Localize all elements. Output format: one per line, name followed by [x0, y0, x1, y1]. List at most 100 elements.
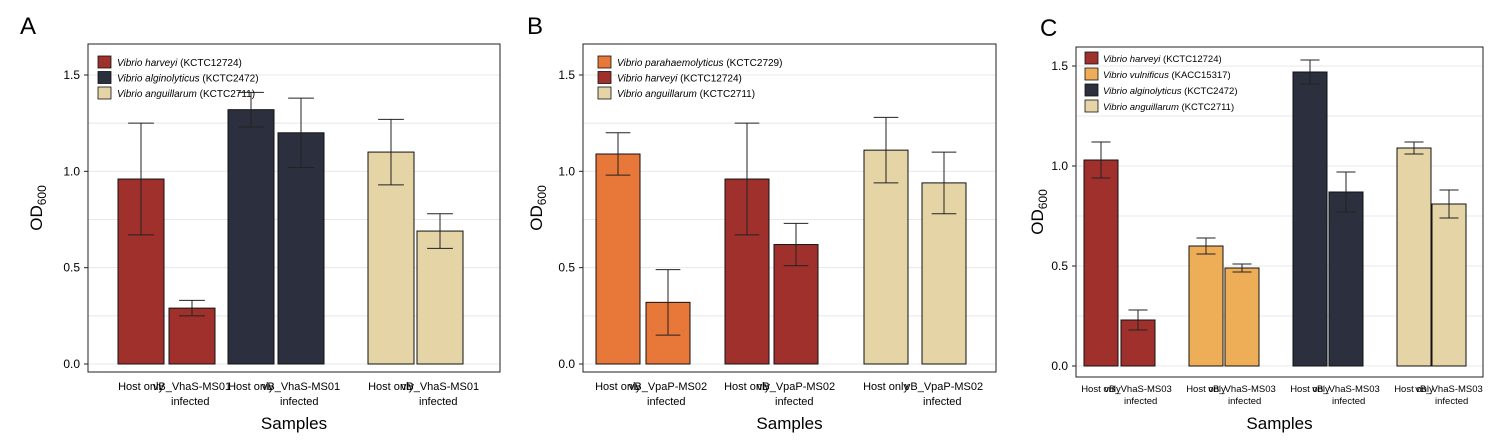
legend-species: Vibrio harveyi	[617, 74, 678, 85]
bar	[1396, 147, 1432, 367]
bar	[416, 230, 464, 365]
legend-species: Vibrio harveyi	[1103, 54, 1161, 65]
plot-frame	[582, 43, 997, 373]
legend-entry: Vibrio harveyi (KCTC12724)	[1103, 54, 1222, 65]
legend-entry: Vibrio anguillarum (KCTC2711)	[117, 89, 255, 100]
y-tick-label: 0.0	[558, 357, 575, 371]
y-tick-label: 0.5	[1051, 259, 1068, 273]
y-tick-label: 0.0	[1051, 359, 1068, 373]
legend-species: Vibrio anguillarum	[117, 89, 197, 100]
legend-species: Vibrio harveyi	[117, 58, 178, 69]
y-tick-label: 1.5	[1051, 59, 1068, 73]
x-tick-label-line2: infected	[923, 396, 962, 408]
legend-swatch	[97, 55, 112, 69]
y-axis-label-sub: 600	[1036, 189, 1050, 209]
legend-entry: Vibrio parahaemolyticus (KCTC2729)	[617, 58, 782, 69]
plot-frame	[87, 43, 501, 373]
legend-strain: (KCTC2472)	[200, 74, 259, 85]
legend: Vibrio parahaemolyticus (KCTC2729)Vibrio…	[597, 55, 782, 100]
bar	[1224, 267, 1260, 367]
y-tick-label: 1.0	[63, 164, 80, 178]
x-tick-label: vB_VhaS-MS03	[1208, 384, 1276, 395]
y-axis-label: OD600	[27, 185, 49, 231]
y-tick-label: 1.5	[558, 68, 575, 82]
y-tick-label: 0.0	[63, 357, 80, 371]
x-tick-label-line2: infected	[1435, 396, 1468, 407]
legend-entry: Vibrio anguillarum (KCTC2711)	[1103, 102, 1234, 113]
legend-strain: (KCTC12724)	[677, 74, 741, 85]
legend-entry: Vibrio anguillarum (KCTC2711)	[617, 89, 755, 100]
x-tick-label: Host only	[228, 381, 274, 393]
x-tick-label-line2: infected	[1332, 396, 1365, 407]
bar	[168, 307, 216, 365]
y-axis-label-main: OD	[27, 205, 46, 231]
x-axis-label: Samples	[756, 414, 822, 433]
legend-entry: Vibrio harveyi (KCTC12724)	[117, 58, 242, 69]
x-tick-label: vB_VpaP-MS02	[905, 381, 983, 393]
x-tick-label: Host only	[724, 381, 770, 393]
y-axis-label-main: OD	[527, 205, 546, 231]
x-tick-label-line2: infected	[647, 396, 686, 408]
legend-species: Vibrio alginolyticus	[1103, 86, 1182, 97]
y-axis-label: OD600	[527, 185, 549, 231]
legend: Vibrio harveyi (KCTC12724) Vibrio vulnifi…	[1084, 51, 1237, 113]
bar	[1292, 71, 1328, 367]
x-axis-label: Samples	[1246, 414, 1312, 433]
x-tick-label-line2: infected	[775, 396, 814, 408]
y-tick-label: 1.0	[558, 164, 575, 178]
x-axis-label: Samples	[261, 414, 327, 433]
y-tick-label: 0.5	[63, 261, 80, 275]
bar	[1431, 203, 1467, 367]
x-tick-label: Host only	[1081, 384, 1121, 395]
legend-entry: Vibrio alginolyticus (KCTC2472)	[1103, 86, 1237, 97]
bar	[1083, 159, 1119, 367]
x-tick-label: vB_VpaP-MS02	[757, 381, 835, 393]
bar	[1188, 245, 1224, 367]
legend-swatch	[597, 55, 612, 69]
x-tick-label: Host only	[595, 381, 641, 393]
bar	[277, 132, 325, 365]
y-axis-label-sub: 600	[35, 185, 49, 205]
x-tick-label-line2: infected	[419, 396, 458, 408]
legend-strain: (KCTC12724)	[1160, 54, 1221, 65]
legend-strain: (KACC15317)	[1169, 70, 1231, 81]
x-tick-label: Host only	[863, 381, 909, 393]
panel-letter: C	[1040, 15, 1057, 42]
legend: Vibrio harveyi (KCTC12724) Vibrio alginol…	[97, 55, 259, 100]
legend-strain: (KCTC2711)	[197, 89, 255, 100]
legend-species: Vibrio anguillarum	[1103, 102, 1179, 113]
bar	[863, 149, 909, 365]
x-tick-label-line2: infected	[1228, 396, 1261, 407]
legend-species: Vibrio parahaemolyticus	[617, 58, 724, 69]
legend-strain: (KCTC12724)	[177, 58, 241, 69]
legend-swatch	[97, 71, 112, 84]
legend-strain: (KCTC2711)	[697, 89, 755, 100]
x-tick-label: Host only	[118, 381, 164, 393]
x-tick-label: Host only	[1186, 384, 1226, 395]
y-axis-label: OD600	[1028, 189, 1050, 235]
bar	[1328, 191, 1364, 367]
legend-swatch	[1084, 99, 1099, 113]
x-tick-label-line2: infected	[1124, 396, 1157, 407]
legend-swatch	[597, 86, 612, 100]
bar	[595, 153, 641, 365]
panel-letter: B	[527, 13, 543, 40]
x-tick-label-line2: infected	[280, 396, 319, 408]
legend-strain: (KCTC2472)	[1182, 86, 1238, 97]
plot-frame	[1075, 46, 1484, 378]
legend-swatch	[597, 71, 612, 84]
y-tick-label: 1.0	[1051, 159, 1068, 173]
x-tick-label: Host only	[1290, 384, 1330, 395]
legend-species: Vibrio alginolyticus	[117, 74, 200, 85]
legend-strain: (KCTC2711)	[1179, 102, 1234, 113]
y-tick-label: 0.5	[558, 261, 575, 275]
x-tick-label: vB_VhaS-MS01	[262, 381, 340, 393]
x-tick-label: vB_VhaS-MS03	[1312, 384, 1380, 395]
legend-strain: (KCTC2729)	[724, 58, 783, 69]
x-tick-label: vB_VhaS-MS03	[1104, 384, 1172, 395]
x-tick-label: vB_VpaP-MS02	[629, 381, 707, 393]
